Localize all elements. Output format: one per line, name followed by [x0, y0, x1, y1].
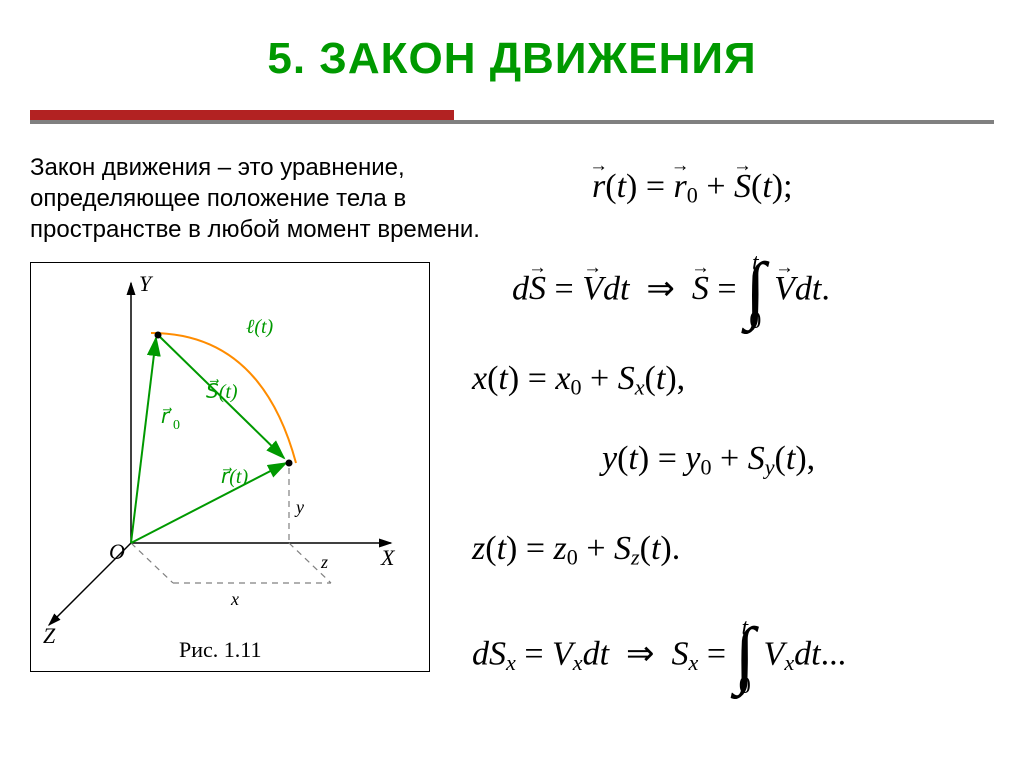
- equation-dSx: dSx = Vxdt ⇒ Sx = t∫0 Vxdt...: [472, 625, 846, 688]
- figure-diagram: Y X Z O ℓ(t) r⃗ 0 S⃗(t) r⃗(t) y z x Рис.…: [30, 262, 430, 672]
- vector-diagram-svg: Y X Z O ℓ(t) r⃗ 0 S⃗(t) r⃗(t) y z x: [31, 263, 429, 643]
- figure-caption: Рис. 1.11: [179, 637, 261, 663]
- equations-area: →r(t) = →r0 + →S(t); d→S = →Vdt ⇒ →S = t…: [452, 150, 1012, 750]
- curve-label: ℓ(t): [246, 316, 274, 338]
- rule-gray: [30, 120, 994, 124]
- page-title: 5. ЗАКОН ДВИЖЕНИЯ: [0, 0, 1024, 84]
- proj-y: y: [294, 497, 304, 517]
- r0-label: r⃗: [161, 406, 172, 428]
- equation-y: y(t) = y0 + Sy(t),: [602, 440, 815, 481]
- rt-label: r⃗(t): [221, 466, 248, 488]
- proj-z: z: [320, 552, 328, 572]
- svg-text:0: 0: [173, 418, 180, 433]
- origin-label: O: [109, 539, 125, 564]
- S-label: S⃗(t): [206, 378, 238, 403]
- equation-dS: d→S = →Vdt ⇒ →S = t∫0 →Vdt.: [512, 260, 830, 323]
- axis-y-label: Y: [139, 271, 154, 296]
- axis-z-label: Z: [43, 623, 56, 643]
- equation-r: →r(t) = →r0 + →S(t);: [592, 168, 793, 209]
- proj-x: x: [230, 589, 239, 609]
- equation-z: z(t) = z0 + Sz(t).: [472, 530, 680, 571]
- equation-x: x(t) = x0 + Sx(t),: [472, 360, 685, 401]
- axis-x-label: X: [380, 545, 396, 570]
- title-rule: [30, 110, 994, 124]
- rule-red: [30, 110, 454, 120]
